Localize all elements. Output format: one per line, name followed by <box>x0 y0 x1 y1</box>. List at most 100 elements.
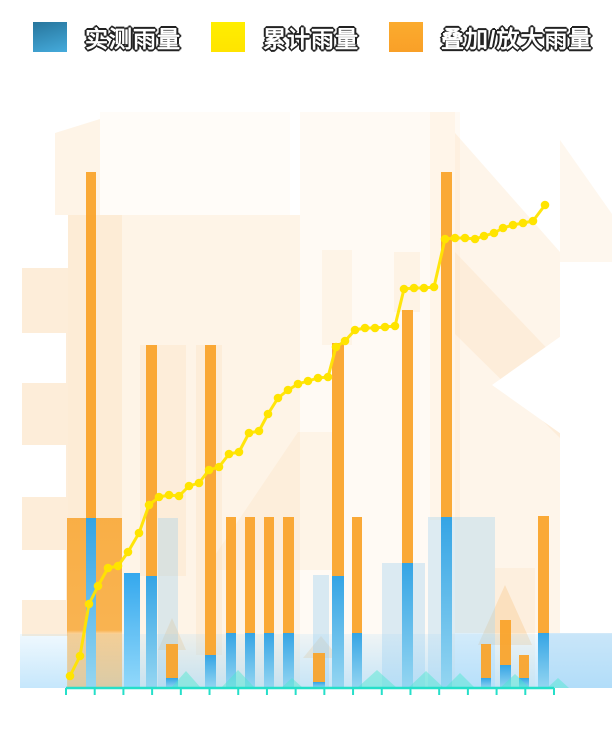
cumulative-point[interactable] <box>440 234 450 244</box>
cumulative-point[interactable] <box>370 323 380 333</box>
measured-bar[interactable] <box>313 682 325 688</box>
measured-bar[interactable] <box>166 678 178 688</box>
cumulative-point[interactable] <box>518 218 528 228</box>
cumulative-point[interactable] <box>409 283 419 293</box>
measured-bar[interactable] <box>283 633 294 688</box>
cumulative-point[interactable] <box>75 651 85 661</box>
decor-polygon <box>205 432 332 570</box>
cumulative-point[interactable] <box>273 393 283 403</box>
amplified-bar[interactable] <box>226 517 236 688</box>
measured-bar[interactable] <box>332 576 344 688</box>
amplified-swatch-icon <box>389 22 423 52</box>
cumulative-point[interactable] <box>419 283 429 293</box>
cumulative-point[interactable] <box>154 492 164 502</box>
legend-label-measured: 实测雨量 <box>85 26 181 52</box>
cumulative-point[interactable] <box>65 671 75 681</box>
cumulative-point[interactable] <box>460 233 470 243</box>
decor-polygon <box>100 112 290 215</box>
measured-bar[interactable] <box>146 576 157 688</box>
amplified-bar[interactable] <box>205 345 216 688</box>
cumulative-point[interactable] <box>303 376 313 386</box>
amplified-bar[interactable] <box>481 644 491 688</box>
amplified-bar[interactable] <box>402 310 413 688</box>
cumulative-swatch-icon <box>211 22 245 52</box>
cumulative-point[interactable] <box>489 228 499 238</box>
cumulative-point[interactable] <box>164 490 174 500</box>
amplified-bar[interactable] <box>313 653 325 688</box>
cumulative-point[interactable] <box>184 481 194 491</box>
decor-polygon <box>68 215 300 688</box>
amplified-bar[interactable] <box>519 655 529 688</box>
legend-item-measured[interactable]: 实测雨量 <box>33 20 181 54</box>
amplified-bar[interactable] <box>352 517 362 688</box>
measured-bar[interactable] <box>538 633 549 688</box>
cumulative-point[interactable] <box>470 234 480 244</box>
cumulative-point[interactable] <box>380 322 390 332</box>
cumulative-point[interactable] <box>479 231 489 241</box>
cumulative-point[interactable] <box>113 561 123 571</box>
cumulative-point[interactable] <box>508 220 518 230</box>
cumulative-point[interactable] <box>244 428 254 438</box>
decor-notch <box>0 445 66 497</box>
cumulative-point[interactable] <box>313 373 323 383</box>
cumulative-point[interactable] <box>540 200 550 210</box>
decor-polygon <box>322 250 352 345</box>
measured-bar[interactable] <box>500 665 511 688</box>
cumulative-point[interactable] <box>293 379 303 389</box>
cumulative-point[interactable] <box>283 385 293 395</box>
cumulative-point[interactable] <box>194 478 204 488</box>
cumulative-point[interactable] <box>174 491 184 501</box>
cumulative-point[interactable] <box>360 323 370 333</box>
amplified-bar[interactable] <box>86 172 96 688</box>
amplified-bar[interactable] <box>500 620 511 688</box>
cumulative-point[interactable] <box>103 563 113 573</box>
decor-polygon <box>478 585 532 645</box>
cumulative-point[interactable] <box>323 372 333 382</box>
cumulative-point[interactable] <box>93 581 103 591</box>
measured-bar[interactable] <box>519 678 529 688</box>
measured-bar[interactable] <box>352 633 362 688</box>
legend-item-cumulative[interactable]: 累计雨量 <box>211 20 359 54</box>
cumulative-point[interactable] <box>350 325 360 335</box>
cumulative-point[interactable] <box>254 426 264 436</box>
cumulative-point[interactable] <box>263 409 273 419</box>
measured-bar[interactable] <box>441 517 452 688</box>
legend: 实测雨量 累计雨量 叠加/放大雨量 <box>33 20 592 54</box>
measured-bar[interactable] <box>226 633 236 688</box>
cumulative-point[interactable] <box>204 465 214 475</box>
cumulative-point[interactable] <box>498 223 508 233</box>
measured-bar[interactable] <box>264 633 274 688</box>
measured-bar[interactable] <box>124 573 140 688</box>
amplified-bar[interactable] <box>245 517 255 688</box>
legend-label-cumulative: 累计雨量 <box>263 26 359 52</box>
cumulative-point[interactable] <box>450 233 460 243</box>
axis-triangle-icon <box>357 670 397 688</box>
cumulative-point[interactable] <box>429 282 439 292</box>
cumulative-point[interactable] <box>214 462 224 472</box>
measured-bar[interactable] <box>205 655 216 688</box>
amplified-bar[interactable] <box>283 517 294 688</box>
measured-bar[interactable] <box>245 633 255 688</box>
measured-swatch-icon <box>33 22 67 52</box>
amplified-bar[interactable] <box>146 345 157 688</box>
measured-bar[interactable] <box>481 678 491 688</box>
cumulative-point[interactable] <box>340 336 350 346</box>
cumulative-point[interactable] <box>528 216 538 226</box>
amplified-bar[interactable] <box>166 644 178 688</box>
cumulative-point[interactable] <box>84 599 94 609</box>
cumulative-point[interactable] <box>399 284 409 294</box>
cumulative-point[interactable] <box>123 547 133 557</box>
cumulative-point[interactable] <box>224 449 234 459</box>
cumulative-point[interactable] <box>390 321 400 331</box>
cumulative-point[interactable] <box>234 447 244 457</box>
cumulative-point[interactable] <box>331 342 341 352</box>
cumulative-point[interactable] <box>134 528 144 538</box>
amplified-bar[interactable] <box>441 172 452 688</box>
legend-item-amplified[interactable]: 叠加/放大雨量 <box>389 20 592 54</box>
decor-polygon <box>560 140 612 262</box>
amplified-bar[interactable] <box>538 516 549 688</box>
cumulative-point[interactable] <box>144 500 154 510</box>
measured-bar[interactable] <box>402 563 413 688</box>
amplified-bar[interactable] <box>264 517 274 688</box>
